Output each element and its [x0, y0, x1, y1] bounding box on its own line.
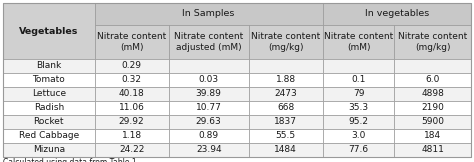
Text: Mizuna: Mizuna [33, 145, 65, 155]
Bar [94, 101, 169, 115]
Bar [94, 3, 323, 25]
Bar [323, 115, 394, 129]
Bar [169, 143, 249, 157]
Bar [169, 59, 249, 73]
Bar [3, 143, 94, 157]
Text: Nitrate content
(mM): Nitrate content (mM) [324, 32, 393, 52]
Text: Lettuce: Lettuce [32, 89, 66, 98]
Bar [323, 25, 394, 59]
Bar [394, 59, 471, 73]
Bar [323, 101, 394, 115]
Bar [394, 129, 471, 143]
Bar [94, 73, 169, 87]
Bar [249, 87, 323, 101]
Text: 0.1: 0.1 [351, 75, 366, 85]
Bar [3, 115, 94, 129]
Text: Rocket: Rocket [34, 117, 64, 127]
Bar [394, 115, 471, 129]
Bar [169, 129, 249, 143]
Text: 0.29: 0.29 [121, 62, 142, 70]
Bar [249, 59, 323, 73]
Bar [323, 129, 394, 143]
Bar [169, 73, 249, 87]
Bar [94, 115, 169, 129]
Bar [394, 101, 471, 115]
Text: Nitrate content
(mM): Nitrate content (mM) [97, 32, 166, 52]
Bar [94, 129, 169, 143]
Text: 77.6: 77.6 [348, 145, 369, 155]
Text: 4898: 4898 [421, 89, 444, 98]
Bar [3, 101, 94, 115]
Text: 39.89: 39.89 [196, 89, 222, 98]
Text: Vegetables: Vegetables [19, 27, 78, 35]
Bar [169, 25, 249, 59]
Bar [249, 143, 323, 157]
Text: 0.03: 0.03 [199, 75, 219, 85]
Text: 668: 668 [277, 104, 294, 112]
Text: 1.88: 1.88 [276, 75, 296, 85]
Bar [249, 25, 323, 59]
Bar [249, 129, 323, 143]
Bar [3, 3, 94, 59]
Bar [169, 101, 249, 115]
Text: In vegetables: In vegetables [365, 10, 429, 18]
Text: 1484: 1484 [274, 145, 297, 155]
Bar [249, 73, 323, 87]
Bar [3, 59, 94, 73]
Bar [169, 115, 249, 129]
Bar [3, 73, 94, 87]
Text: 79: 79 [353, 89, 365, 98]
Bar [394, 143, 471, 157]
Text: 1837: 1837 [274, 117, 297, 127]
Text: Nitrate content
(mg/kg): Nitrate content (mg/kg) [251, 32, 320, 52]
Text: Blank: Blank [36, 62, 61, 70]
Text: 4811: 4811 [421, 145, 444, 155]
Bar [3, 87, 94, 101]
Text: Nitrate content
(mg/kg): Nitrate content (mg/kg) [398, 32, 467, 52]
Bar [323, 87, 394, 101]
Bar [323, 143, 394, 157]
Bar [323, 3, 471, 25]
Bar [169, 87, 249, 101]
Bar [94, 25, 169, 59]
Bar [94, 143, 169, 157]
Bar [323, 73, 394, 87]
Text: 29.63: 29.63 [196, 117, 221, 127]
Bar [394, 87, 471, 101]
Text: 184: 184 [424, 132, 441, 140]
Text: Tomato: Tomato [32, 75, 65, 85]
Bar [249, 115, 323, 129]
Bar [394, 25, 471, 59]
Bar [94, 87, 169, 101]
Text: 24.22: 24.22 [119, 145, 144, 155]
Text: 2190: 2190 [421, 104, 444, 112]
Text: 3.0: 3.0 [351, 132, 366, 140]
Text: 35.3: 35.3 [348, 104, 369, 112]
Text: 5900: 5900 [421, 117, 444, 127]
Text: 40.18: 40.18 [118, 89, 145, 98]
Text: In Samples: In Samples [182, 10, 235, 18]
Text: 6.0: 6.0 [426, 75, 440, 85]
Text: 0.32: 0.32 [121, 75, 142, 85]
Text: 10.77: 10.77 [196, 104, 222, 112]
Text: Nitrate content
adjusted (mM): Nitrate content adjusted (mM) [174, 32, 243, 52]
Text: 95.2: 95.2 [348, 117, 369, 127]
Text: Radish: Radish [34, 104, 64, 112]
Text: 11.06: 11.06 [118, 104, 145, 112]
Text: 1.18: 1.18 [121, 132, 142, 140]
Text: Calculated using data from Table 1: Calculated using data from Table 1 [3, 158, 137, 162]
Bar [3, 129, 94, 143]
Bar [394, 73, 471, 87]
Bar [249, 101, 323, 115]
Text: Red Cabbage: Red Cabbage [18, 132, 79, 140]
Text: 2473: 2473 [274, 89, 297, 98]
Bar [94, 59, 169, 73]
Bar [323, 59, 394, 73]
Text: 29.92: 29.92 [118, 117, 145, 127]
Text: 23.94: 23.94 [196, 145, 221, 155]
Text: 0.89: 0.89 [199, 132, 219, 140]
Text: 55.5: 55.5 [276, 132, 296, 140]
